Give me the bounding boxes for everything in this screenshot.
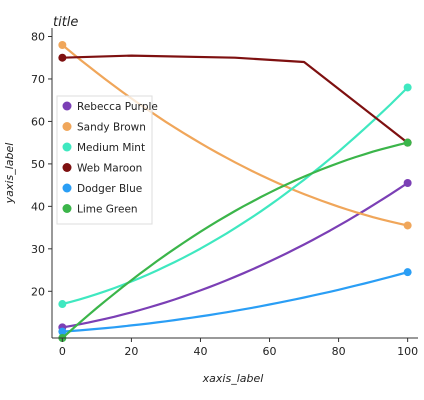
legend-marker-web-maroon xyxy=(62,163,72,172)
chart-title: title xyxy=(53,15,78,30)
series-start-point-web-maroon xyxy=(58,53,67,62)
legend-label-sandy-brown: Sandy Brown xyxy=(77,122,146,134)
y-tick-label: 70 xyxy=(31,73,45,86)
legend: Rebecca Purple Sandy Brown Medium Mint Web … xyxy=(56,95,158,225)
series-end-point-sandy-brown xyxy=(403,221,412,230)
legend-marker-medium-mint xyxy=(62,142,72,152)
x-tick-label: 0 xyxy=(59,345,66,358)
x-ticks: 0 20 40 60 80 100 xyxy=(59,338,418,358)
legend-label-rebecca-purple: Rebecca Purple xyxy=(77,101,158,113)
series-start-point-dodger-blue xyxy=(58,327,67,336)
legend-marker-dodger-blue xyxy=(62,183,72,193)
series-line-lime-green xyxy=(61,141,408,339)
x-tick-label: 80 xyxy=(332,345,346,358)
y-tick-label: 60 xyxy=(31,115,45,128)
series-start-point-medium-mint xyxy=(58,300,67,309)
x-tick-label: 100 xyxy=(397,345,418,358)
x-axis-title: xaxis_label xyxy=(202,372,264,385)
series-start-point-sandy-brown xyxy=(58,40,67,49)
series-line-rebecca-purple xyxy=(62,182,409,329)
legend-marker-sandy-brown xyxy=(62,122,72,131)
x-tick-label: 20 xyxy=(124,345,138,358)
series-end-point-medium-mint xyxy=(403,83,412,92)
y-tick-label: 30 xyxy=(31,243,45,256)
legend-label-dodger-blue: Dodger Blue xyxy=(77,183,142,195)
series-line-sandy-brown xyxy=(61,44,408,227)
legend-box xyxy=(56,95,153,225)
y-tick-label: 50 xyxy=(31,158,45,171)
x-tick-label: 60 xyxy=(263,345,277,358)
y-tick-label: 40 xyxy=(31,200,45,213)
y-tick-label: 80 xyxy=(31,30,45,43)
axes: 20 30 40 50 60 70 80 0 20 40 60 80 100 xyxy=(31,28,418,358)
legend-label-web-maroon: Web Maroon xyxy=(77,163,142,175)
legend-label-lime-green: Lime Green xyxy=(77,204,138,216)
legend-marker-rebecca-purple xyxy=(62,101,72,111)
legend-label-medium-mint: Medium Mint xyxy=(77,142,145,154)
series-line-web-maroon xyxy=(62,54,409,144)
series-line-dodger-blue xyxy=(62,271,408,333)
series-line-medium-mint xyxy=(62,86,409,306)
y-tick-label: 20 xyxy=(31,285,45,298)
legend-marker-lime-green xyxy=(62,204,72,213)
series-end-point-rebecca-purple xyxy=(403,179,412,187)
y-axis-title: yaxis_label xyxy=(3,143,16,205)
series-end-point-lime-green xyxy=(403,138,412,147)
series-end-point-dodger-blue xyxy=(403,268,412,277)
x-tick-label: 40 xyxy=(193,345,207,358)
y-ticks: 20 30 40 50 60 70 80 xyxy=(31,30,52,298)
